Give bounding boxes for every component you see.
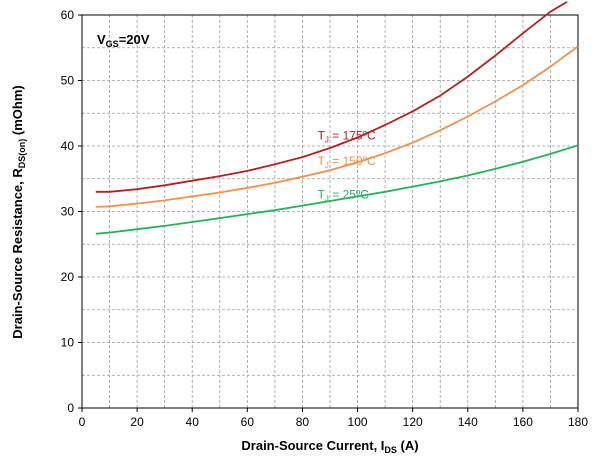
- series-label-subscript: J: [325, 194, 329, 203]
- series-line: [95, 144, 579, 235]
- y-tick-label: 50: [61, 74, 75, 88]
- condition-value: =20V: [119, 32, 150, 47]
- plot-grid: [82, 15, 578, 408]
- series-label: TJ = 150ºC: [318, 154, 376, 170]
- gate-voltage-condition: VGS=20V: [97, 32, 150, 49]
- x-tick-label: 80: [296, 415, 310, 429]
- y-tick-label: 40: [61, 139, 75, 153]
- x-tick-label: 140: [458, 415, 478, 429]
- series-line: [95, 1, 568, 193]
- x-axis-title-unit: (A): [397, 438, 419, 453]
- series-label: TJ = 25ºC: [318, 187, 370, 203]
- x-axis-title: Drain-Source Current, IDS (A): [241, 438, 418, 455]
- condition-symbol: V: [97, 32, 106, 47]
- y-tick-label: 30: [61, 205, 75, 219]
- series-line: [95, 45, 579, 208]
- y-tick-label: 10: [61, 336, 75, 350]
- series-label-value: = 150ºC: [329, 154, 376, 168]
- x-tick-label: 100: [348, 415, 368, 429]
- series-label: TJ = 175ºC: [318, 129, 376, 145]
- y-axis-title-subscript: DS(on): [17, 139, 27, 169]
- y-axis-title-unit: (mOhm): [10, 85, 25, 138]
- y-axis-title: Drain-Source Resistance, RDS(on) (mOhm): [10, 85, 27, 338]
- series-label-symbol: T: [318, 129, 326, 143]
- x-tick-label: 160: [513, 415, 533, 429]
- series-label-subscript: J: [325, 136, 329, 145]
- series-label-subscript: J: [325, 161, 329, 170]
- x-axis-title-main: Drain-Source Current, I: [241, 438, 384, 453]
- x-axis-title-subscript: DS: [384, 445, 397, 455]
- x-tick-label: 180: [568, 415, 588, 429]
- x-tick-label: 60: [241, 415, 255, 429]
- series-label-symbol: T: [318, 154, 326, 168]
- x-tick-label: 120: [403, 415, 423, 429]
- y-axis-title-main: Drain-Source Resistance, R: [10, 168, 25, 339]
- x-tick-label: 40: [186, 415, 200, 429]
- x-tick-label: 0: [79, 415, 86, 429]
- y-tick-label: 20: [61, 270, 75, 284]
- series-lines: [95, 1, 579, 235]
- y-tick-label: 60: [61, 8, 75, 22]
- x-tick-label: 20: [130, 415, 144, 429]
- y-tick-labels: 0 10 20 30 40 50 60: [61, 8, 82, 415]
- series-label-symbol: T: [318, 187, 326, 201]
- condition-subscript: GS: [106, 39, 119, 49]
- series-label-value: = 25ºC: [329, 187, 369, 201]
- y-tick-label: 0: [67, 401, 74, 415]
- series-label-value: = 175ºC: [329, 129, 376, 143]
- x-tick-labels: 0 20 40 60 80 100 120 140 160 180: [79, 408, 588, 429]
